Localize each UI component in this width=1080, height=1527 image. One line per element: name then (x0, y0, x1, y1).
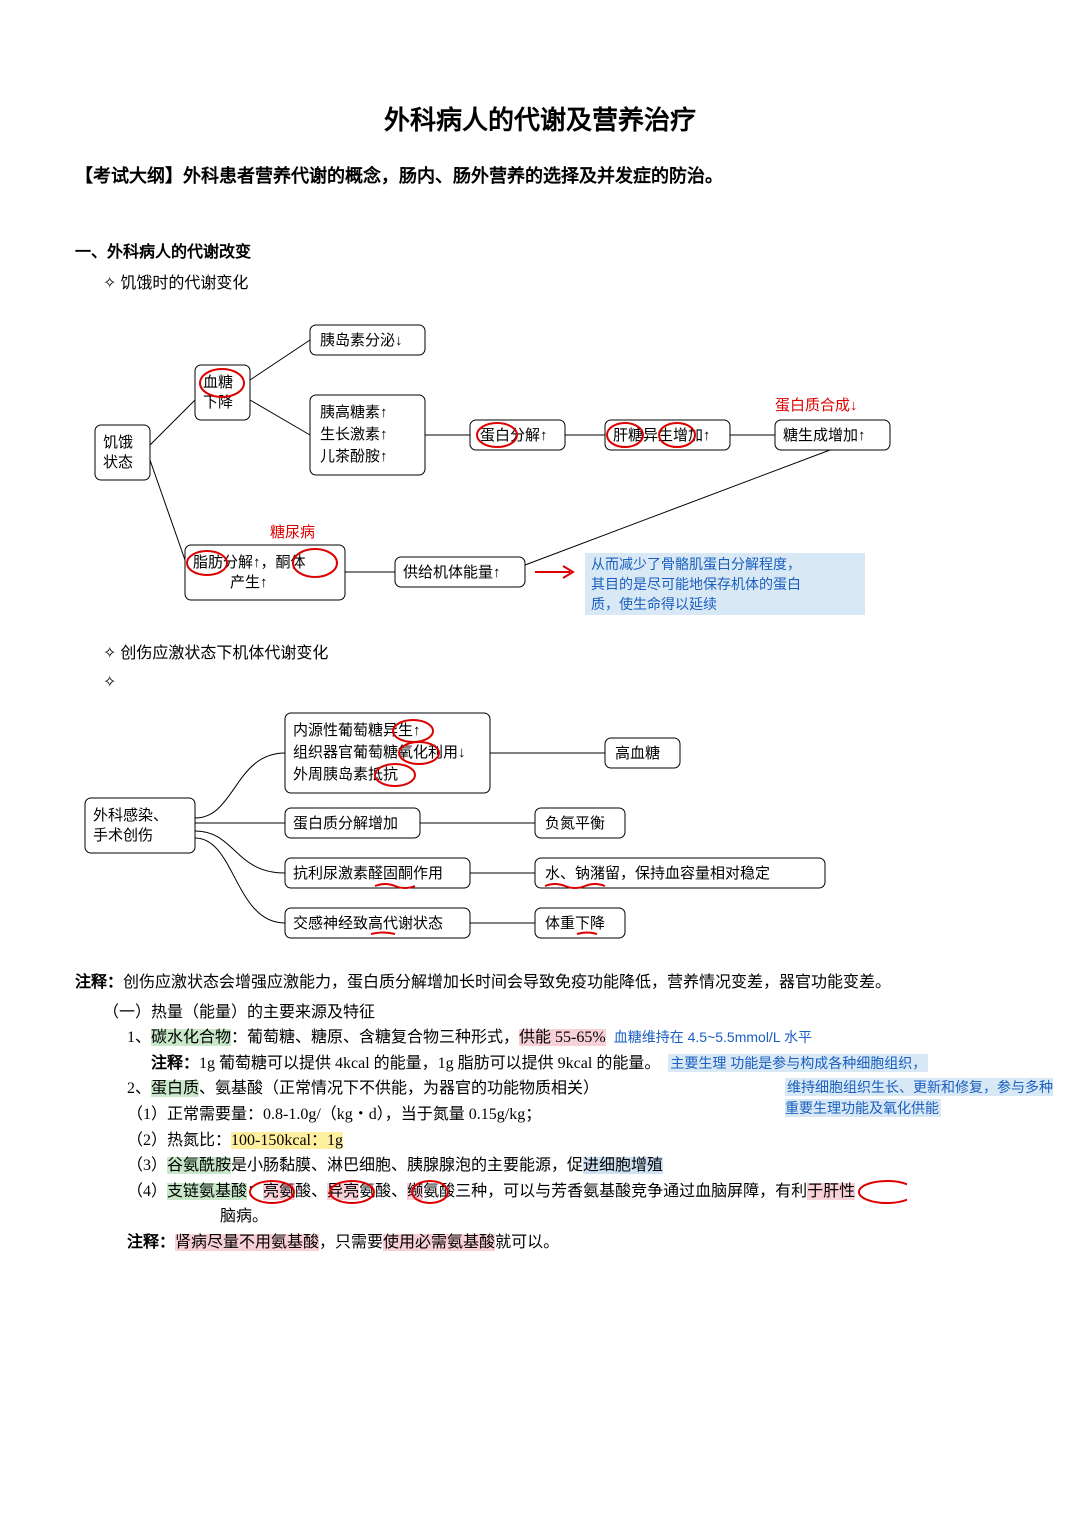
line-2-4: （4）支链氨基酸：亮氨酸、异亮氨酸、缬氨酸三种，可以与芳香氨基酸竞争通过血脑屏障… (127, 1179, 1005, 1205)
diagram-hunger: 饥饿 状态 血糖 下降 脂肪分解↑，酮体 产生↑ 糖尿病 胰岛素分泌↓ 胰高糖素… (75, 305, 1005, 634)
line-2-2: （2）热氮比：100-150kcal：1g (127, 1128, 1005, 1154)
line-1-note: 注释：1g 葡萄糖可以提供 4kcal 的能量，1g 脂肪可以提供 9kcal … (151, 1051, 1005, 1077)
svg-text:状态: 状态 (103, 454, 133, 471)
page-subtitle: 【考试大纲】外科患者营养代谢的概念，肠内、肠外营养的选择及并发症的防治。 (75, 162, 1005, 191)
svg-text:外科感染、: 外科感染、 (93, 807, 168, 824)
note-1: 注释：创伤应激状态会增强应激能力，蛋白质分解增加长时间会导致免疫功能降低，营养情… (75, 970, 1005, 996)
svg-text:水、钠潴留，保持血容量相对稳定: 水、钠潴留，保持血容量相对稳定 (545, 865, 770, 882)
svg-text:质，使生命得以延续: 质，使生命得以延续 (591, 596, 717, 612)
svg-text:抗利尿激素醛固酮作用: 抗利尿激素醛固酮作用 (293, 865, 443, 882)
svg-text:糖生成增加↑: 糖生成增加↑ (783, 427, 866, 444)
svg-text:生长激素↑: 生长激素↑ (320, 426, 388, 443)
svg-text:产生↑: 产生↑ (230, 574, 268, 591)
svg-text:其目的是尽可能地保存机体的蛋白: 其目的是尽可能地保存机体的蛋白 (591, 576, 801, 592)
line-2-4b: 脑病。 (220, 1204, 1005, 1230)
svg-text:手术创伤: 手术创伤 (93, 827, 153, 844)
svg-text:脂肪分解↑，酮体: 脂肪分解↑，酮体 (193, 554, 306, 571)
line-2-note: 注释：肾病尽量不用氨基酸，只需要使用必需氨基酸就可以。 (127, 1230, 1005, 1256)
svg-text:外周胰岛素抵抗: 外周胰岛素抵抗 (293, 766, 398, 783)
svg-text:饥饿: 饥饿 (103, 434, 133, 451)
svg-text:糖尿病: 糖尿病 (270, 524, 315, 541)
svg-text:从而减少了骨骼肌蛋白分解程度，: 从而减少了骨骼肌蛋白分解程度， (591, 556, 801, 572)
svg-text:体重下降: 体重下降 (545, 915, 605, 932)
svg-text:儿茶酚胺↑: 儿茶酚胺↑ (320, 448, 388, 465)
svg-text:高血糖: 高血糖 (615, 745, 660, 762)
svg-text:内源性葡萄糖异生↑: 内源性葡萄糖异生↑ (293, 722, 421, 739)
bullet-hunger: 饥饿时的代谢变化 (103, 271, 1005, 297)
side-annotation: 维持细胞组织生长、更新和修复，参与多种重要生理功能及氧化供能 (785, 1077, 1065, 1119)
section-1-head: 一、外科病人的代谢改变 (75, 240, 1005, 266)
svg-text:蛋白质合成↓: 蛋白质合成↓ (775, 397, 858, 414)
svg-text:供给机体能量↑: 供给机体能量↑ (403, 564, 501, 581)
bullet-empty (103, 670, 1005, 696)
svg-text:交感神经致高代谢状态: 交感神经致高代谢状态 (293, 914, 443, 932)
svg-text:胰岛素分泌↓: 胰岛素分泌↓ (320, 332, 403, 349)
diagram-trauma: 外科感染、 手术创伤 内源性葡萄糖异生↑ 组织器官葡萄糖氧化利用↓ 外周胰岛素抵… (75, 703, 1005, 962)
line-2-3: （3）谷氨酰胺是小肠黏膜、淋巴细胞、胰腺腺泡的主要能源，促进细胞增殖 (127, 1153, 1005, 1179)
bullet-trauma: 创伤应激状态下机体代谢变化 (103, 641, 1005, 667)
svg-text:胰高糖素↑: 胰高糖素↑ (320, 404, 388, 421)
subsection-head: （一）热量（能量）的主要来源及特征 (103, 1000, 1005, 1026)
svg-text:蛋白质分解增加: 蛋白质分解增加 (293, 815, 398, 832)
line-1: 1、碳水化合物：葡萄糖、糖原、含糖复合物三种形式，供能 55-65% 血糖维持在… (127, 1025, 1005, 1051)
svg-text:负氮平衡: 负氮平衡 (545, 815, 605, 832)
svg-text:血糖: 血糖 (203, 374, 233, 391)
page-title: 外科病人的代谢及营养治疗 (75, 100, 1005, 142)
